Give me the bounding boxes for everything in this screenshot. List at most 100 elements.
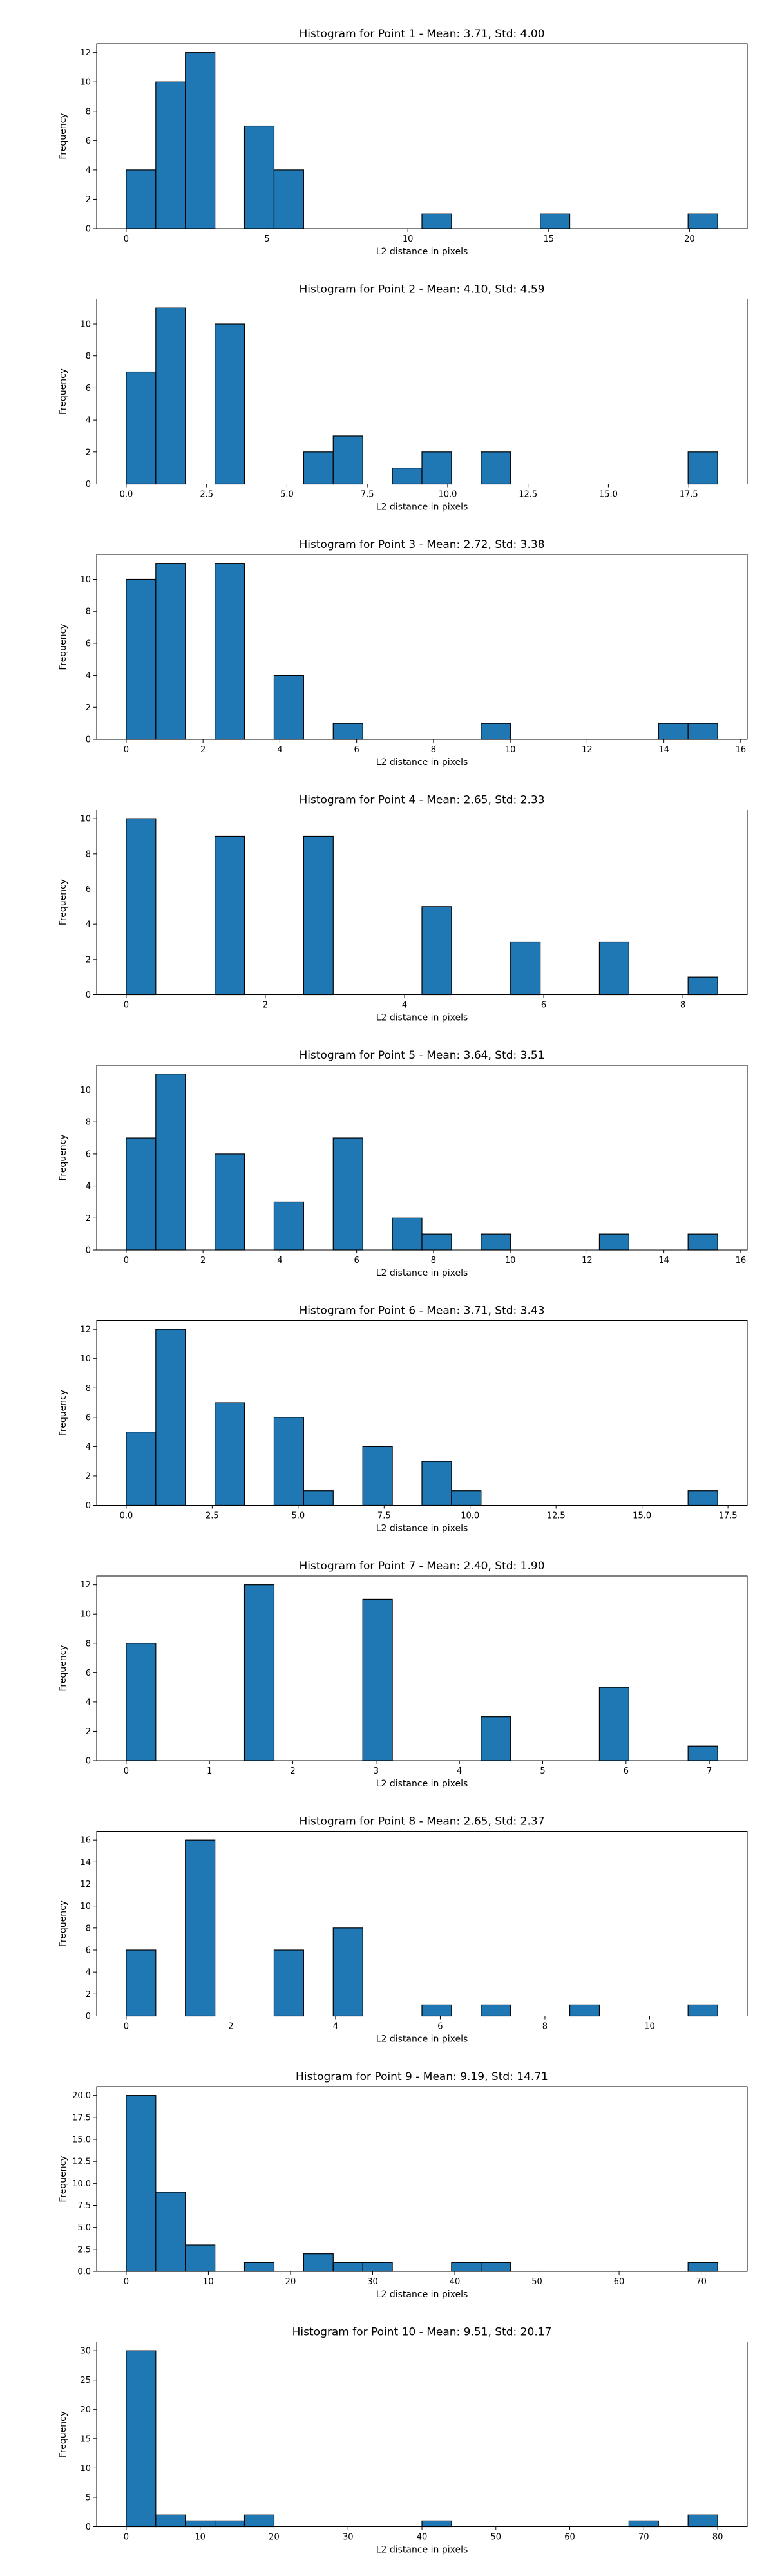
y-tick-label: 8 bbox=[86, 607, 91, 617]
y-tick-label: 14 bbox=[80, 1858, 91, 1868]
x-axis-label: L2 distance in pixels bbox=[376, 2545, 468, 2555]
x-tick-label: 3 bbox=[374, 1766, 379, 1776]
histogram-bar bbox=[126, 1949, 157, 2017]
histogram-bar bbox=[332, 1927, 363, 2017]
y-tick-label: 30 bbox=[80, 2347, 91, 2356]
bars bbox=[126, 563, 718, 740]
histogram-bar bbox=[273, 675, 304, 740]
y-tick-label: 5 bbox=[86, 2493, 91, 2503]
axes-frame bbox=[96, 554, 748, 740]
histogram-bar bbox=[332, 723, 363, 740]
y-tick-label: 2.5 bbox=[77, 2245, 91, 2255]
histogram-bar bbox=[126, 1643, 157, 1761]
x-tick-label: 8 bbox=[431, 745, 436, 755]
histogram-panel-4: Histogram for Point 4 - Mean: 2.65, Std:… bbox=[58, 794, 748, 1023]
x-tick-label: 60 bbox=[614, 2277, 625, 2287]
histogram-bar bbox=[362, 2262, 393, 2272]
x-tick-label: 2 bbox=[200, 745, 205, 755]
histogram-bar bbox=[421, 451, 452, 485]
x-tick-label: 16 bbox=[736, 1256, 747, 1265]
histogram-bar bbox=[687, 976, 718, 996]
y-axis-label: Frequency bbox=[58, 368, 68, 415]
x-tick-label: 20 bbox=[269, 2533, 280, 2543]
x-tick-label: 4 bbox=[277, 745, 282, 755]
histogram-bar bbox=[243, 2514, 275, 2528]
bars bbox=[126, 307, 718, 485]
x-tick-label: 10 bbox=[644, 2022, 655, 2032]
x-axis-label: L2 distance in pixels bbox=[376, 1524, 468, 1534]
histogram-bar bbox=[481, 2262, 511, 2272]
y-tick-label: 6 bbox=[86, 639, 91, 649]
y-tick-label: 2 bbox=[86, 448, 91, 457]
histogram-bar bbox=[185, 52, 216, 229]
axes-frame bbox=[96, 1831, 748, 2016]
histogram-bar bbox=[658, 723, 689, 740]
x-tick-label: 8 bbox=[542, 2022, 548, 2032]
x-tick-label: 10 bbox=[195, 2533, 205, 2543]
y-tick-label: 0 bbox=[86, 735, 91, 745]
y-tick-label: 8 bbox=[86, 107, 91, 117]
y-axis-label: Frequency bbox=[58, 1900, 68, 1947]
histogram-bar bbox=[540, 213, 571, 229]
y-tick-label: 2 bbox=[86, 1472, 91, 1481]
x-tick-label: 2 bbox=[200, 1256, 205, 1265]
x-tick-label: 10 bbox=[505, 745, 516, 755]
histogram-bar bbox=[598, 941, 629, 996]
y-tick-label: 17.5 bbox=[72, 2113, 91, 2123]
y-tick-label: 0 bbox=[86, 1501, 91, 1511]
y-tick-label: 8 bbox=[86, 1639, 91, 1649]
y-tick-label: 2 bbox=[86, 1990, 91, 2000]
histogram-bar bbox=[243, 125, 275, 229]
x-axis-label: L2 distance in pixels bbox=[376, 2289, 468, 2300]
histogram-bar bbox=[273, 1949, 304, 2017]
x-tick-label: 17.5 bbox=[680, 490, 698, 500]
chart-title: Histogram for Point 2 - Mean: 4.10, Std:… bbox=[299, 283, 544, 296]
x-tick-label: 7.5 bbox=[377, 1511, 391, 1521]
x-tick-label: 1 bbox=[207, 1766, 212, 1776]
y-tick-label: 7.5 bbox=[77, 2201, 91, 2211]
x-tick-label: 12.5 bbox=[519, 490, 537, 500]
x-tick-label: 30 bbox=[343, 2533, 354, 2543]
histogram-bar bbox=[687, 1745, 718, 1761]
x-tick-label: 0 bbox=[124, 234, 129, 244]
histogram-bar bbox=[126, 371, 157, 485]
histogram-bar bbox=[481, 1716, 511, 1761]
histogram-bar bbox=[155, 2514, 186, 2528]
y-tick-label: 12 bbox=[80, 1325, 91, 1335]
histogram-bar bbox=[362, 1446, 393, 1506]
histogram-bar bbox=[215, 563, 245, 740]
x-tick-label: 5.0 bbox=[280, 490, 294, 500]
y-tick-label: 10 bbox=[80, 575, 91, 585]
y-tick-label: 10 bbox=[80, 320, 91, 330]
histogram-bar bbox=[421, 213, 452, 229]
y-tick-label: 12 bbox=[80, 1880, 91, 1889]
y-tick-label: 0 bbox=[86, 480, 91, 489]
y-tick-label: 6 bbox=[86, 885, 91, 895]
axes-frame bbox=[96, 2342, 748, 2527]
y-tick-label: 6 bbox=[86, 1413, 91, 1423]
x-tick-label: 20 bbox=[684, 234, 695, 244]
x-axis-label: L2 distance in pixels bbox=[376, 757, 468, 768]
y-tick-label: 10 bbox=[80, 1086, 91, 1095]
histogram-bar bbox=[155, 307, 186, 485]
histogram-bar bbox=[155, 1329, 186, 1506]
chart-title: Histogram for Point 10 - Mean: 9.51, Std… bbox=[292, 2326, 552, 2339]
y-axis-label: Frequency bbox=[58, 1390, 68, 1436]
x-tick-label: 0 bbox=[124, 1766, 129, 1776]
histogram-bar bbox=[273, 169, 304, 229]
x-tick-label: 15 bbox=[543, 234, 554, 244]
histogram-bar bbox=[126, 578, 157, 740]
histogram-panel-7: Histogram for Point 7 - Mean: 2.40, Std:… bbox=[58, 1560, 748, 1789]
x-tick-label: 5.0 bbox=[291, 1511, 305, 1521]
y-tick-label: 0 bbox=[86, 2523, 91, 2532]
histogram-bar bbox=[421, 2004, 452, 2017]
y-axis-label: Frequency bbox=[58, 1645, 68, 1691]
histogram-bar bbox=[303, 1490, 334, 1506]
y-tick-label: 4 bbox=[86, 1968, 91, 1978]
histogram-bar bbox=[273, 1201, 304, 1251]
y-tick-label: 2 bbox=[86, 1727, 91, 1737]
y-tick-label: 8 bbox=[86, 849, 91, 859]
x-tick-label: 6 bbox=[354, 745, 359, 755]
x-tick-label: 60 bbox=[564, 2533, 575, 2543]
x-tick-label: 30 bbox=[367, 2277, 378, 2287]
